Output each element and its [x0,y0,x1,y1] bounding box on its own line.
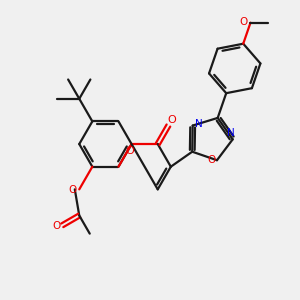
Text: O: O [126,146,134,156]
Text: O: O [240,17,248,27]
Text: O: O [52,221,61,231]
Text: O: O [167,115,176,125]
Text: O: O [207,155,215,165]
Text: N: N [195,119,203,129]
Text: N: N [227,128,235,138]
Text: O: O [69,185,77,195]
